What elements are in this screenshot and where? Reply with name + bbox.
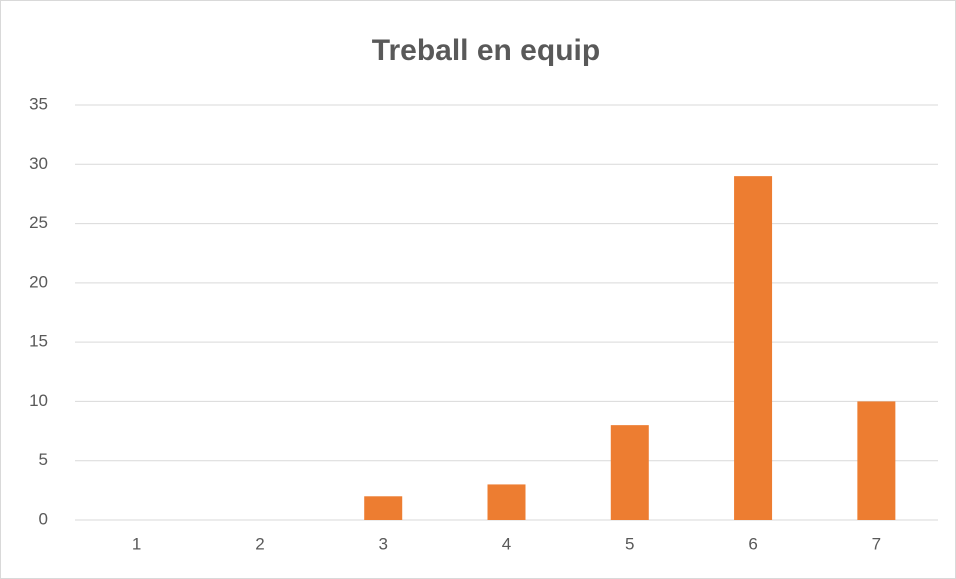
bar <box>857 401 896 520</box>
x-tick-label: 4 <box>502 534 511 553</box>
x-tick-label: 1 <box>132 534 141 553</box>
x-tick-label: 7 <box>872 534 881 553</box>
bar <box>610 425 649 520</box>
y-tick-label: 15 <box>29 332 48 351</box>
chart-title: Treball en equip <box>372 34 600 67</box>
y-tick-label: 20 <box>29 272 48 291</box>
x-tick-label: 5 <box>625 534 634 553</box>
y-tick-label: 10 <box>29 391 48 410</box>
bar <box>734 176 773 520</box>
y-tick-label: 25 <box>29 213 48 232</box>
y-tick-label: 5 <box>39 450 48 469</box>
bar <box>487 484 526 520</box>
y-tick-label: 30 <box>29 154 48 173</box>
y-tick-label: 35 <box>29 94 48 113</box>
x-tick-label: 6 <box>748 534 757 553</box>
bar <box>364 496 403 520</box>
y-tick-label: 0 <box>39 509 48 528</box>
x-tick-label: 2 <box>255 534 264 553</box>
x-tick-label: 3 <box>378 534 387 553</box>
